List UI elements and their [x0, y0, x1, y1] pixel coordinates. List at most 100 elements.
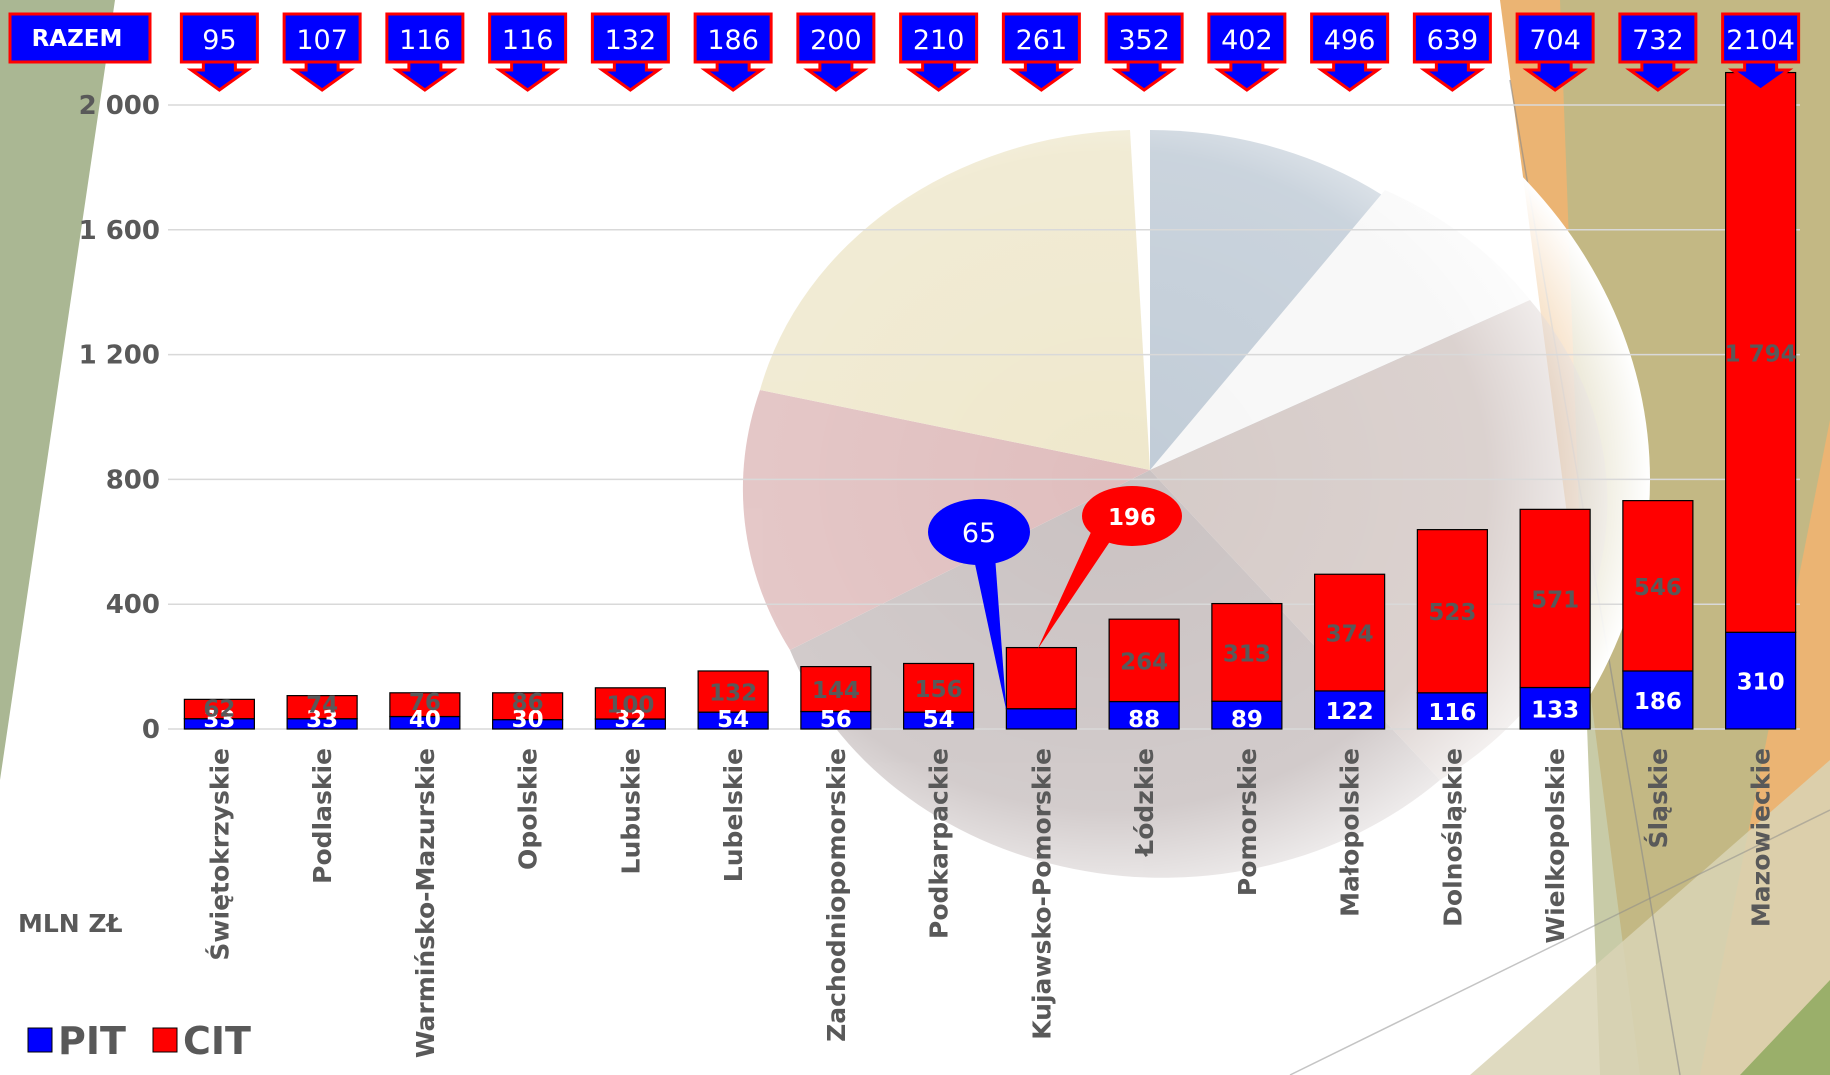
legend-label: CIT — [183, 1019, 251, 1063]
cit-value-label: 374 — [1326, 622, 1374, 648]
pit-value-label: 89 — [1231, 707, 1263, 733]
x-category-label: Podlaskie — [308, 748, 337, 884]
total-box — [1310, 12, 1390, 64]
total-box — [488, 12, 568, 64]
razem-label: RAZEM — [32, 26, 123, 52]
unit-label: MLN ZŁ — [18, 909, 123, 938]
total-box — [1104, 12, 1184, 64]
total-badge: 496 — [1310, 12, 1390, 92]
total-badge: 2104 — [1721, 12, 1801, 92]
pit-value-label: 54 — [717, 707, 749, 733]
pit-callout-value: 65 — [962, 518, 996, 549]
callouts: 65 196 — [928, 486, 1182, 711]
y-tick-label: 2 000 — [79, 91, 160, 121]
total-arrow — [1625, 60, 1691, 92]
pit-value-label: 33 — [203, 707, 235, 733]
y-tick-label: 0 — [142, 715, 160, 745]
bar-cit — [697, 670, 769, 713]
pit-value-label: 40 — [409, 707, 441, 733]
decor-line-2 — [1289, 809, 1830, 1075]
total-badge: 116 — [385, 12, 465, 92]
x-category-label: Kujawsko-Pomorskie — [1027, 748, 1056, 1040]
bar-cit — [1314, 573, 1386, 692]
legend: PIT CIT — [27, 1019, 251, 1063]
total-badge: 107 — [282, 12, 362, 92]
cit-value-label: 100 — [606, 692, 654, 718]
cit-value-label: 571 — [1531, 587, 1579, 613]
pit-value-label: 116 — [1428, 700, 1476, 726]
x-category-label: Śląskie — [1643, 748, 1673, 848]
decor-left-wedge — [0, 0, 115, 780]
cit-callout-value: 196 — [1108, 505, 1156, 531]
total-value: 2104 — [1726, 25, 1795, 56]
total-badge: 132 — [590, 12, 670, 92]
pit-value-label: 56 — [820, 707, 852, 733]
bar-cit — [286, 695, 358, 720]
total-badge: 186 — [693, 12, 773, 92]
total-arrow — [700, 60, 766, 92]
total-value: 402 — [1221, 25, 1273, 56]
pit-value-label: 133 — [1531, 697, 1579, 723]
cit-value-label: 156 — [915, 677, 963, 703]
x-category-label: Zachodniopomorskie — [822, 748, 851, 1042]
total-value: 704 — [1529, 25, 1581, 56]
bar-cit — [594, 687, 666, 720]
total-arrow — [1111, 60, 1177, 92]
total-badge: 200 — [796, 12, 876, 92]
x-category-label: Mazowieckie — [1747, 748, 1776, 927]
total-value: 200 — [810, 25, 862, 56]
total-arrow — [1008, 60, 1075, 92]
total-box — [693, 12, 773, 64]
bar-pit — [1005, 708, 1077, 730]
bar-cit — [1519, 508, 1591, 689]
y-tick-label: 1 200 — [79, 341, 160, 371]
totals-row: 95 107 116 116 132 186 200 210 261 352 402 496 639 70… — [8, 12, 1801, 92]
y-tick-label: 800 — [106, 465, 160, 495]
total-value: 95 — [202, 25, 236, 56]
y-tick-label: 400 — [106, 590, 160, 620]
total-value: 116 — [502, 25, 554, 56]
x-category-label: Pomorskie — [1233, 748, 1262, 896]
total-value: 116 — [399, 25, 451, 56]
cit-value-label: 132 — [709, 681, 757, 707]
cit-value-label: 546 — [1634, 575, 1682, 601]
bar-cit — [1108, 618, 1180, 703]
total-box — [590, 12, 670, 64]
pit-value-label: 122 — [1326, 699, 1374, 725]
total-badge: 210 — [899, 12, 979, 92]
legend-swatch — [27, 1027, 53, 1053]
bar-pit — [1416, 692, 1488, 730]
total-box — [385, 12, 465, 64]
bar-cit — [389, 692, 461, 718]
total-arrow — [597, 60, 664, 92]
total-box — [179, 12, 259, 64]
bar-cit — [1622, 500, 1694, 672]
total-box — [1721, 12, 1801, 64]
legend-swatch — [152, 1027, 178, 1053]
total-badge: 639 — [1412, 12, 1492, 92]
pit-value-label: 33 — [306, 707, 338, 733]
decor-right-light — [1470, 760, 1830, 1075]
total-value: 639 — [1427, 25, 1479, 56]
total-value: 210 — [913, 25, 965, 56]
total-arrow — [905, 60, 972, 92]
cit-value-label: 62 — [203, 696, 235, 722]
total-box — [1207, 12, 1287, 64]
razem-badge: RAZEM — [8, 12, 152, 64]
pit-value-label: 88 — [1128, 707, 1160, 733]
bar-cit — [492, 692, 564, 721]
total-arrow — [289, 60, 355, 92]
pit-value-label: 30 — [512, 707, 544, 733]
total-badge: 116 — [488, 12, 568, 92]
bar-cit — [800, 665, 872, 713]
x-category-label: Podkarpackie — [925, 748, 954, 939]
total-value: 186 — [707, 25, 759, 56]
x-axis: Świętokrzyskie Podlaskie Warmińsko-Mazursk… — [204, 748, 1775, 1058]
x-category-label: Lubuskie — [616, 748, 645, 874]
total-arrow — [1316, 60, 1383, 92]
razem-box — [8, 12, 152, 64]
x-category-label: Wielkopolskie — [1541, 748, 1570, 943]
total-badge: 402 — [1207, 12, 1287, 92]
total-badge: 352 — [1104, 12, 1184, 92]
